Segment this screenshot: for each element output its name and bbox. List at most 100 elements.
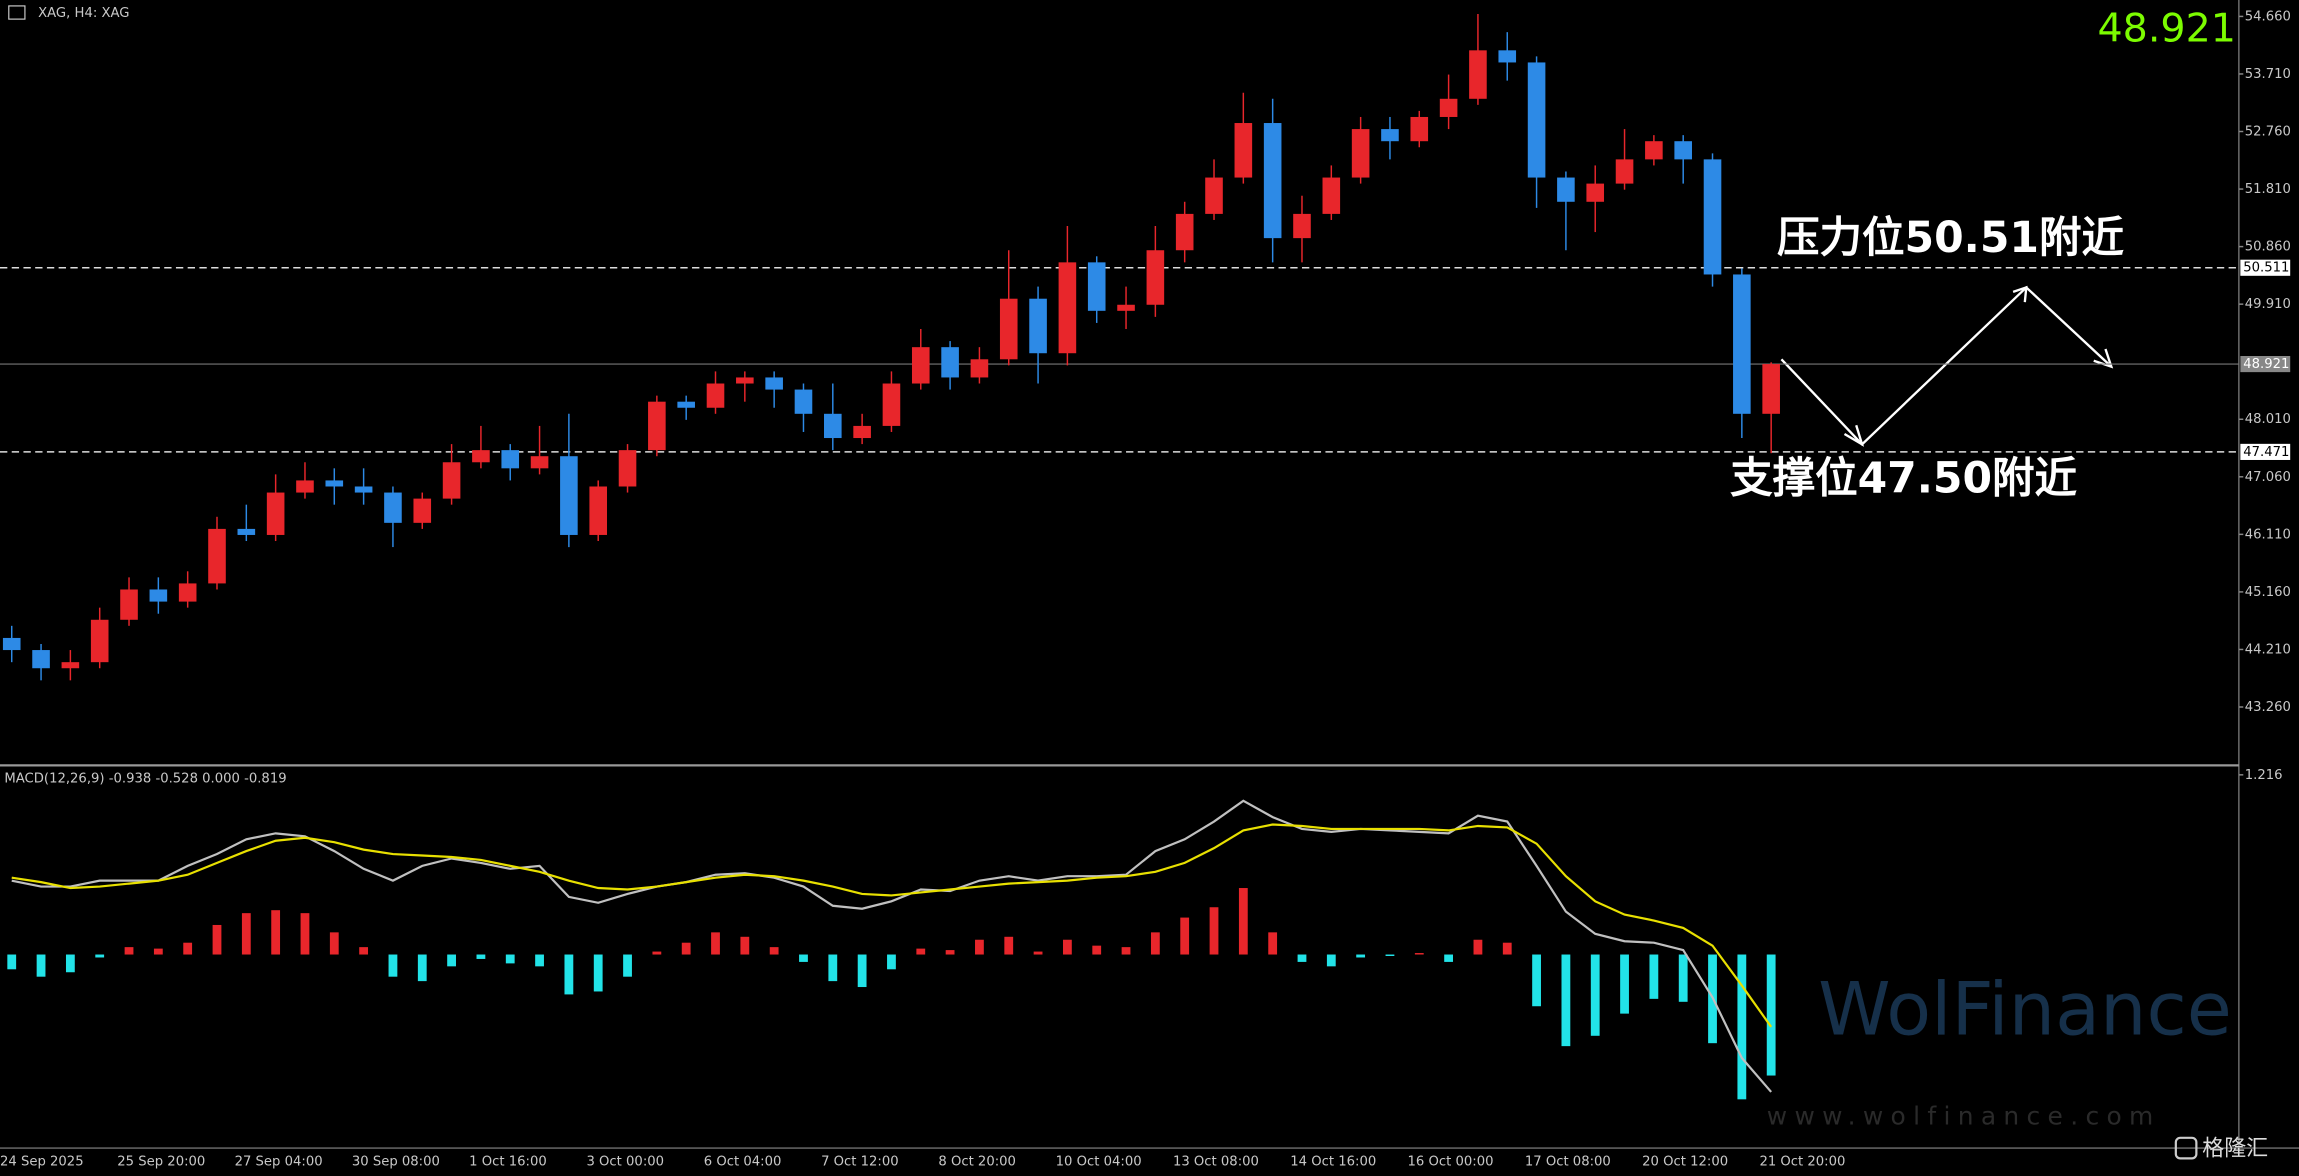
candle-body (706, 383, 725, 408)
histogram-bar (769, 947, 779, 955)
candle-body (1117, 304, 1135, 311)
x-tick-label: 3 Oct 00:00 (586, 1154, 664, 1169)
candle-body (560, 456, 578, 535)
histogram-bar (1766, 954, 1776, 1076)
histogram-bar (271, 910, 281, 955)
candle-body (208, 528, 226, 584)
candle-body (354, 486, 373, 493)
histogram-bar (7, 954, 17, 970)
macd-title: MACD(12,26,9) -0.938 -0.528 0.000 -0.819 (4, 772, 286, 787)
candle-body (90, 619, 109, 663)
x-tick-label: 8 Oct 20:00 (938, 1154, 1016, 1169)
candle-body (1469, 50, 1487, 99)
candle-body (1527, 62, 1546, 178)
candle-body (384, 492, 402, 523)
x-tick-label: 21 Oct 20:00 (1759, 1154, 1845, 1169)
x-tick-label: 6 Oct 04:00 (704, 1154, 782, 1169)
candle-body (1498, 50, 1517, 63)
candle-body (32, 650, 50, 669)
y-tick-label: 50.860 (2245, 240, 2291, 255)
histogram-bar (1297, 954, 1307, 962)
y-tick-label: 51.810 (2245, 182, 2291, 197)
histogram-bar (1561, 954, 1571, 1047)
candle-body (120, 589, 138, 620)
histogram-bar (1678, 954, 1688, 1002)
histogram-bar (1356, 954, 1366, 958)
candle-body (589, 486, 608, 535)
histogram-bar (476, 954, 486, 959)
histogram-bar (1649, 954, 1659, 999)
histogram-bar (1268, 932, 1278, 955)
candle-body (970, 359, 989, 378)
histogram-bar (711, 932, 720, 955)
candle-body (61, 662, 80, 669)
last-price: 48.921 (2097, 5, 2236, 51)
histogram-bar (828, 954, 838, 982)
candle-body (1058, 262, 1077, 354)
candle-body (1733, 274, 1751, 414)
histogram-bar (417, 954, 427, 982)
x-tick-label: 14 Oct 16:00 (1290, 1154, 1376, 1169)
candle-body (941, 347, 959, 378)
candle-body (472, 450, 490, 463)
candle-body (1205, 177, 1223, 214)
level-label-box (2240, 443, 2291, 460)
candle-body (296, 480, 314, 493)
histogram-bar (388, 954, 398, 977)
histogram-bar (329, 932, 339, 955)
arrow-head (2093, 348, 2114, 369)
histogram-bar (1326, 954, 1336, 967)
candle-body (1029, 298, 1047, 354)
candle-body (765, 377, 783, 390)
histogram-bar (945, 950, 955, 955)
histogram-bar (212, 924, 222, 955)
level-label: 50.511 (2243, 261, 2289, 276)
symbol-icon (8, 5, 26, 20)
candle-body (648, 401, 666, 451)
y-tick-label: 45.160 (2245, 585, 2291, 600)
candle-body (999, 298, 1018, 360)
candle-body (1263, 123, 1282, 239)
histogram-bar (1033, 951, 1043, 955)
histogram-bar (799, 954, 808, 962)
histogram-bar (535, 954, 544, 967)
histogram-bar (65, 954, 75, 973)
candle-body (911, 347, 930, 384)
histogram-bar (1502, 942, 1512, 955)
x-tick-label: 17 Oct 08:00 (1525, 1154, 1611, 1169)
y-tick-label: 48.010 (2245, 412, 2291, 427)
candle-body (1557, 177, 1575, 202)
candle-body (882, 383, 901, 426)
histogram-bar (1180, 917, 1190, 955)
candle-body (442, 462, 461, 499)
y-tick-label: 49.910 (2245, 297, 2291, 312)
forecast-path (1780, 285, 2113, 446)
x-tick-label: 13 Oct 08:00 (1173, 1154, 1259, 1169)
macd-line (11, 823, 1773, 1028)
candle-body (325, 480, 344, 487)
histogram-bar (1092, 945, 1102, 955)
histogram-bar (1620, 954, 1629, 1014)
level-label-box (2240, 259, 2291, 276)
histogram-bar (564, 954, 574, 995)
candle-body (677, 401, 695, 408)
watermark-logo: 格隆汇 (2202, 1137, 2268, 1162)
histogram-bar (241, 913, 251, 955)
x-tick-label: 30 Sep 08:00 (352, 1154, 440, 1169)
candle-body (1762, 364, 1780, 414)
histogram-bar (1209, 907, 1219, 955)
candle-body (1234, 123, 1253, 178)
header: XAG, H4: XAG (38, 6, 129, 21)
histogram-bar (1238, 888, 1248, 955)
candle-body (1381, 129, 1399, 142)
x-tick-label: 27 Sep 04:00 (235, 1154, 323, 1169)
candle-body (1410, 116, 1429, 142)
macd-line (11, 799, 1773, 1093)
candle-body (1615, 159, 1634, 184)
watermark-url: www.wolfinance.com (1767, 1101, 2161, 1130)
histogram-bar (36, 954, 46, 977)
histogram-bar (1004, 936, 1014, 955)
histogram-bar (1444, 954, 1454, 962)
